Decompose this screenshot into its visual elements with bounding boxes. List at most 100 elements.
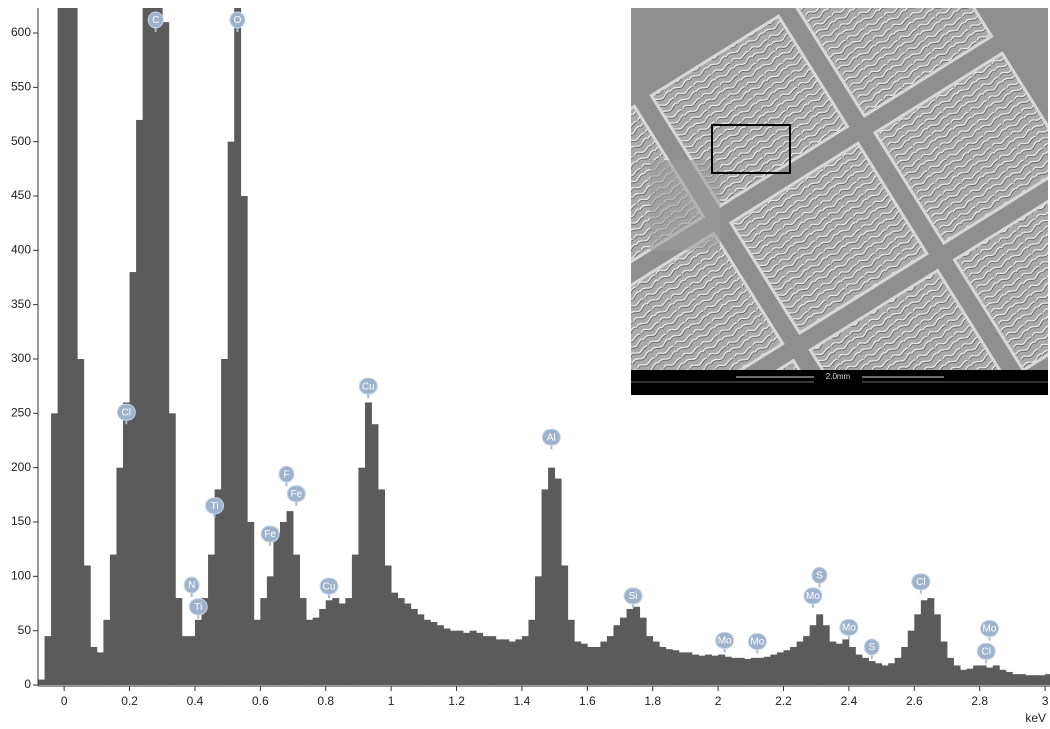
bar xyxy=(646,636,654,685)
bar xyxy=(312,617,320,685)
bar xyxy=(214,489,222,685)
y-tick-label: 50 xyxy=(18,623,32,637)
bar xyxy=(620,617,627,685)
peak-badge xyxy=(205,497,225,515)
peak-label-text: Al xyxy=(547,432,556,443)
bar xyxy=(698,655,706,685)
bar xyxy=(345,598,353,685)
peak-label-text: Mo xyxy=(842,623,856,634)
peak-label: Cu xyxy=(319,577,339,599)
peak-label: S xyxy=(811,566,828,588)
x-tick-label: 2.6 xyxy=(906,694,923,708)
bar xyxy=(181,636,189,685)
bar xyxy=(234,8,242,685)
peak-label-text: Mo xyxy=(718,636,732,647)
bar xyxy=(796,641,804,685)
bar xyxy=(51,413,59,685)
y-tick-label: 200 xyxy=(11,460,31,474)
x-tick-label: 1.4 xyxy=(514,694,531,708)
bar xyxy=(888,663,896,685)
bar xyxy=(848,646,856,685)
peak-label: F xyxy=(278,465,295,487)
bar xyxy=(266,576,274,685)
x-tick-label: 2 xyxy=(715,694,722,708)
bar xyxy=(44,636,52,685)
bar xyxy=(319,608,327,685)
peak-badge xyxy=(839,618,859,636)
bar xyxy=(613,625,621,685)
bar xyxy=(574,641,582,685)
bar xyxy=(816,614,824,685)
bar xyxy=(1018,674,1026,685)
bar xyxy=(273,532,281,685)
peak-label-text: Ti xyxy=(211,501,219,512)
bar xyxy=(947,657,954,685)
bar xyxy=(299,598,307,685)
bar xyxy=(240,195,248,685)
peak-label-text: Mo xyxy=(983,624,997,635)
peak-label: Cu xyxy=(358,377,378,399)
x-axis-label: keV xyxy=(1025,711,1046,725)
bar xyxy=(423,619,431,685)
bar xyxy=(404,603,412,685)
bar xyxy=(790,646,797,685)
bar xyxy=(927,598,935,685)
y-tick-label: 500 xyxy=(11,134,31,148)
bar xyxy=(861,657,869,685)
peak-badge xyxy=(147,11,164,29)
bar xyxy=(986,667,994,685)
bar xyxy=(136,119,144,685)
peak-badge xyxy=(863,638,880,656)
bar xyxy=(541,489,549,685)
bar xyxy=(463,632,471,685)
peak-label-text: Si xyxy=(629,591,638,602)
peak-label: Fe xyxy=(286,485,306,506)
peak-badge xyxy=(229,11,246,29)
bar xyxy=(64,8,72,685)
peak-badge xyxy=(183,576,200,594)
bar xyxy=(90,646,98,685)
bar xyxy=(57,8,65,685)
peak-label-text: Cu xyxy=(323,581,336,592)
y-tick-label: 350 xyxy=(11,297,31,311)
y-tick-label: 0 xyxy=(24,677,31,691)
bar xyxy=(456,630,464,685)
bar xyxy=(868,661,876,685)
x-tick-label: 0.2 xyxy=(121,694,138,708)
peak-badge xyxy=(116,403,136,421)
bar xyxy=(279,521,287,685)
sem-inset: 2.0mm xyxy=(631,8,1048,395)
scale-bar-label: 2.0mm xyxy=(826,372,851,381)
bar xyxy=(639,617,647,685)
x-tick-label: 2.2 xyxy=(775,694,792,708)
bar xyxy=(750,657,758,685)
x-tick-label: 2.8 xyxy=(971,694,988,708)
bar xyxy=(96,652,104,685)
bar xyxy=(633,606,641,685)
bar xyxy=(397,598,405,685)
bar xyxy=(103,619,111,685)
bar xyxy=(162,22,170,685)
bar xyxy=(70,8,78,685)
bar xyxy=(718,654,726,685)
bar xyxy=(914,614,922,685)
peak-label: Ti xyxy=(205,497,225,518)
bar xyxy=(999,669,1007,685)
bar xyxy=(384,565,392,685)
bar xyxy=(351,554,359,685)
bar xyxy=(744,658,752,685)
bar xyxy=(960,669,968,685)
bar xyxy=(855,654,863,685)
bar xyxy=(77,358,85,685)
bar xyxy=(979,665,987,685)
peak-label-text: Mo xyxy=(806,591,820,602)
bar xyxy=(515,639,523,685)
x-tick-label: 0.6 xyxy=(252,694,269,708)
peak-label: C xyxy=(147,11,164,32)
peak-label-text: Cu xyxy=(362,381,375,392)
bar xyxy=(626,608,634,685)
x-tick-label: 3 xyxy=(1042,694,1049,708)
peak-label: Fe xyxy=(260,525,280,546)
bar xyxy=(842,639,850,685)
bar xyxy=(116,467,124,685)
